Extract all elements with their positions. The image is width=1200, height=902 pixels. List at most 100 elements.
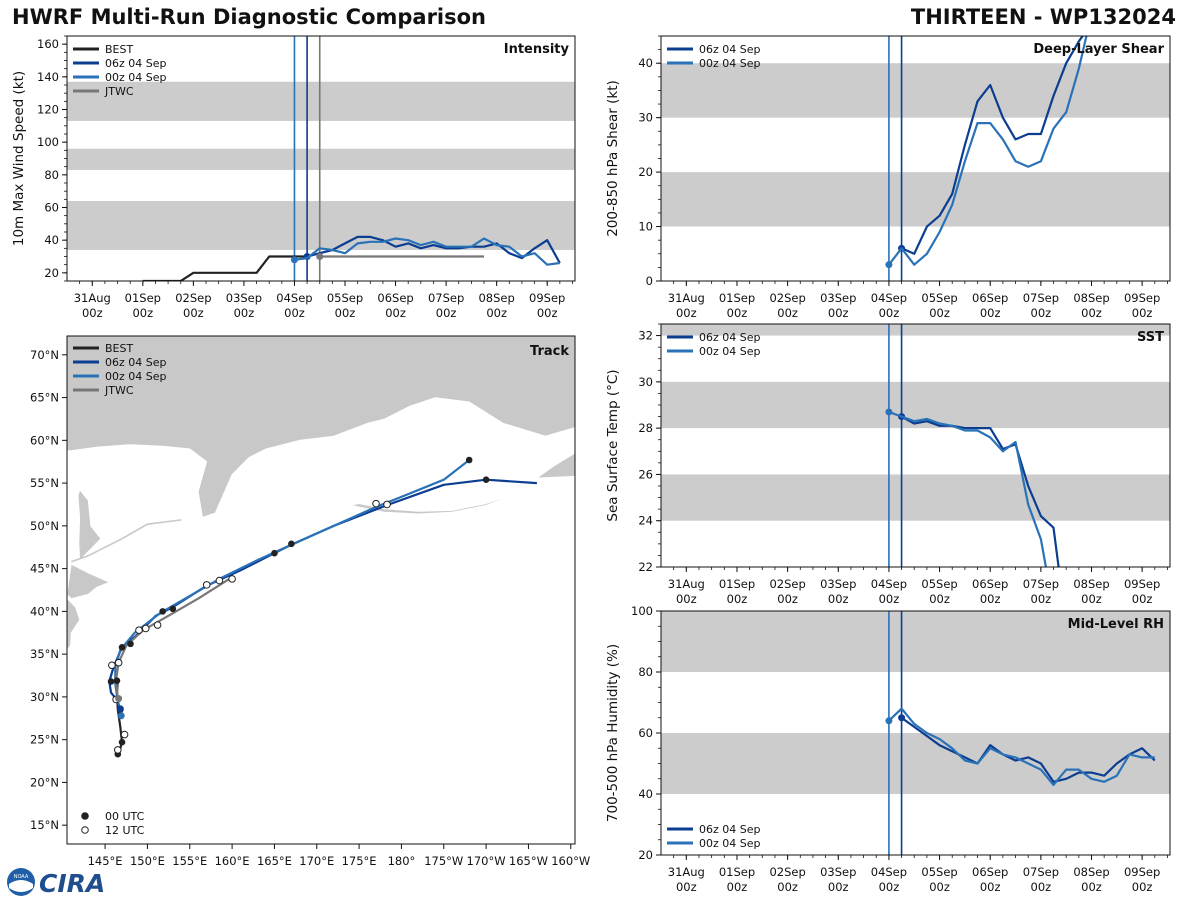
intensity-xtick-hour-0: 00z (82, 306, 103, 320)
rh-xtick-hour-8: 00z (1081, 880, 1102, 894)
sst-xtick-date-1: 01Sep (719, 577, 755, 591)
intensity-ytick-label-7: 160 (37, 37, 59, 51)
rh-ytick-label-4: 100 (631, 604, 653, 618)
track-lon-label-6: 175°E (342, 854, 377, 868)
sst-ytick-label-2: 26 (638, 467, 653, 481)
track-00utc-marker (107, 678, 115, 685)
track-00utc-marker (118, 738, 126, 746)
rh-xtick-hour-4: 00z (879, 880, 900, 894)
rh-series-0-start-dot (898, 714, 906, 722)
shear-xtick-hour-2: 00z (777, 306, 798, 320)
shear-xtick-date-8: 08Sep (1073, 291, 1109, 305)
track-12utc-marker (228, 575, 236, 583)
shear-xtick-hour-9: 00z (1132, 306, 1153, 320)
rh-xtick-date-0: 31Aug (668, 865, 705, 879)
rh-xtick-hour-1: 00z (727, 880, 748, 894)
chart-title-left: HWRF Multi-Run Diagnostic Comparison (12, 5, 487, 29)
track-lon-label-5: 170°E (299, 854, 334, 868)
track-12utc-marker (120, 730, 129, 739)
rh-series-1 (888, 707, 1155, 787)
track-12utc-marker (383, 500, 391, 509)
sst-frame (660, 323, 1171, 568)
rh-xtick-date-9: 09Sep (1124, 865, 1160, 879)
track-lat-label-5: 40°N (30, 604, 59, 618)
track-lat-label-4: 35°N (30, 647, 59, 661)
shear-plot-area (661, 36, 1170, 281)
track-00utc-marker (465, 456, 473, 464)
intensity-ylabel: 10m Max Wind Speed (kt) (11, 71, 27, 246)
rh-panel: 2040608010031Aug00z01Sep00z02Sep00z03Sep… (605, 604, 1171, 894)
rh-xtick-hour-2: 00z (777, 880, 798, 894)
intensity-xtick-hour-9: 00z (537, 306, 558, 320)
sst-xtick-hour-4: 00z (879, 592, 900, 606)
shear-legend-label-1: 00z 04 Sep (699, 57, 761, 70)
shear-band-1 (661, 63, 1170, 118)
rh-band-1 (661, 611, 1170, 672)
sst-legend-label-0: 06z 04 Sep (699, 331, 761, 344)
intensity-xtick-hour-8: 00z (486, 306, 507, 320)
intensity-panel-title: Intensity (504, 42, 570, 57)
rh-ytick-label-1: 40 (638, 787, 653, 801)
rh-xtick-hour-9: 00z (1132, 880, 1153, 894)
sst-ytick-label-5: 32 (638, 329, 653, 343)
intensity-ytick-label-3: 80 (44, 168, 59, 182)
track-marker-legend-label-1: 12 UTC (105, 824, 145, 837)
rh-ytick-label-0: 20 (638, 848, 653, 862)
chart-title-right: THIRTEEN - WP132024 (910, 5, 1176, 29)
intensity-xtick-hour-1: 00z (132, 306, 153, 320)
track-00utc-marker (118, 643, 126, 651)
sst-series-0 (901, 415, 1060, 567)
rh-xtick-hour-3: 00z (828, 880, 849, 894)
sst-xtick-hour-5: 00z (929, 592, 950, 606)
track-series-2 (114, 459, 470, 717)
rh-xtick-date-4: 04Sep (871, 865, 907, 879)
track-00utc-marker (127, 640, 134, 648)
intensity-ytick-label-1: 40 (44, 233, 59, 247)
track-lat-label-6: 45°N (30, 562, 59, 576)
cira-logo-text: CIRA (39, 869, 105, 898)
track-lon-label-8: 175°W (424, 854, 463, 868)
rh-xtick-hour-6: 00z (980, 880, 1001, 894)
intensity-xtick-hour-3: 00z (234, 306, 255, 320)
sst-xtick-date-2: 02Sep (769, 577, 805, 591)
rh-xtick-hour-0: 00z (676, 880, 697, 894)
sst-xtick-hour-8: 00z (1081, 592, 1102, 606)
rh-xtick-hour-5: 00z (929, 880, 950, 894)
track-panel: 145°E 150°E 155°E 160°E 165°E 170°E 175°E 180° 1… (30, 335, 590, 868)
track-12utc-marker (215, 576, 224, 585)
shear-xtick-hour-5: 00z (929, 306, 950, 320)
intensity-legend-label-2: 00z 04 Sep (105, 71, 167, 84)
intensity-xtick-date-3: 03Sep (226, 291, 262, 305)
track-jtwc-start-dot (115, 695, 123, 703)
intensity-xtick-date-9: 09Sep (529, 291, 565, 305)
intensity-xtick-hour-5: 00z (335, 306, 356, 320)
track-lon-label-0: 145°E (88, 854, 123, 868)
track-00utc-marker (169, 605, 177, 613)
shear-xtick-hour-4: 00z (879, 306, 900, 320)
rh-xtick-hour-7: 00z (1031, 880, 1052, 894)
shear-xtick-hour-8: 00z (1081, 306, 1102, 320)
track-00utc-marker (288, 540, 295, 548)
track-lat-label-9: 60°N (30, 433, 59, 447)
shear-xtick-date-3: 03Sep (820, 291, 856, 305)
shear-xtick-date-0: 31Aug (668, 291, 705, 305)
intensity-plot-area (67, 36, 575, 281)
shear-xtick-date-9: 09Sep (1124, 291, 1160, 305)
intensity-ytick-label-2: 60 (44, 201, 59, 215)
shear-panel: 01020304031Aug00z01Sep00z02Sep00z03Sep00… (605, 35, 1171, 320)
sst-ytick-label-3: 28 (638, 421, 653, 435)
intensity-ytick-label-4: 100 (37, 135, 59, 149)
intensity-xtick-date-2: 02Sep (175, 291, 211, 305)
track-lon-label-2: 155°E (172, 854, 207, 868)
shear-xtick-hour-1: 00z (727, 306, 748, 320)
sst-band-0 (661, 474, 1170, 521)
sst-xtick-hour-1: 00z (727, 592, 748, 606)
track-marker-legend-icon-0 (81, 812, 89, 820)
sst-xtick-hour-3: 00z (828, 592, 849, 606)
kuril-islands-land (70, 519, 182, 563)
track-12utc-marker (141, 624, 150, 633)
noaa-wave-icon (9, 880, 33, 892)
cira-logo: NOAA CIRA (5, 866, 117, 902)
track-lon-label-3: 160°E (215, 854, 250, 868)
